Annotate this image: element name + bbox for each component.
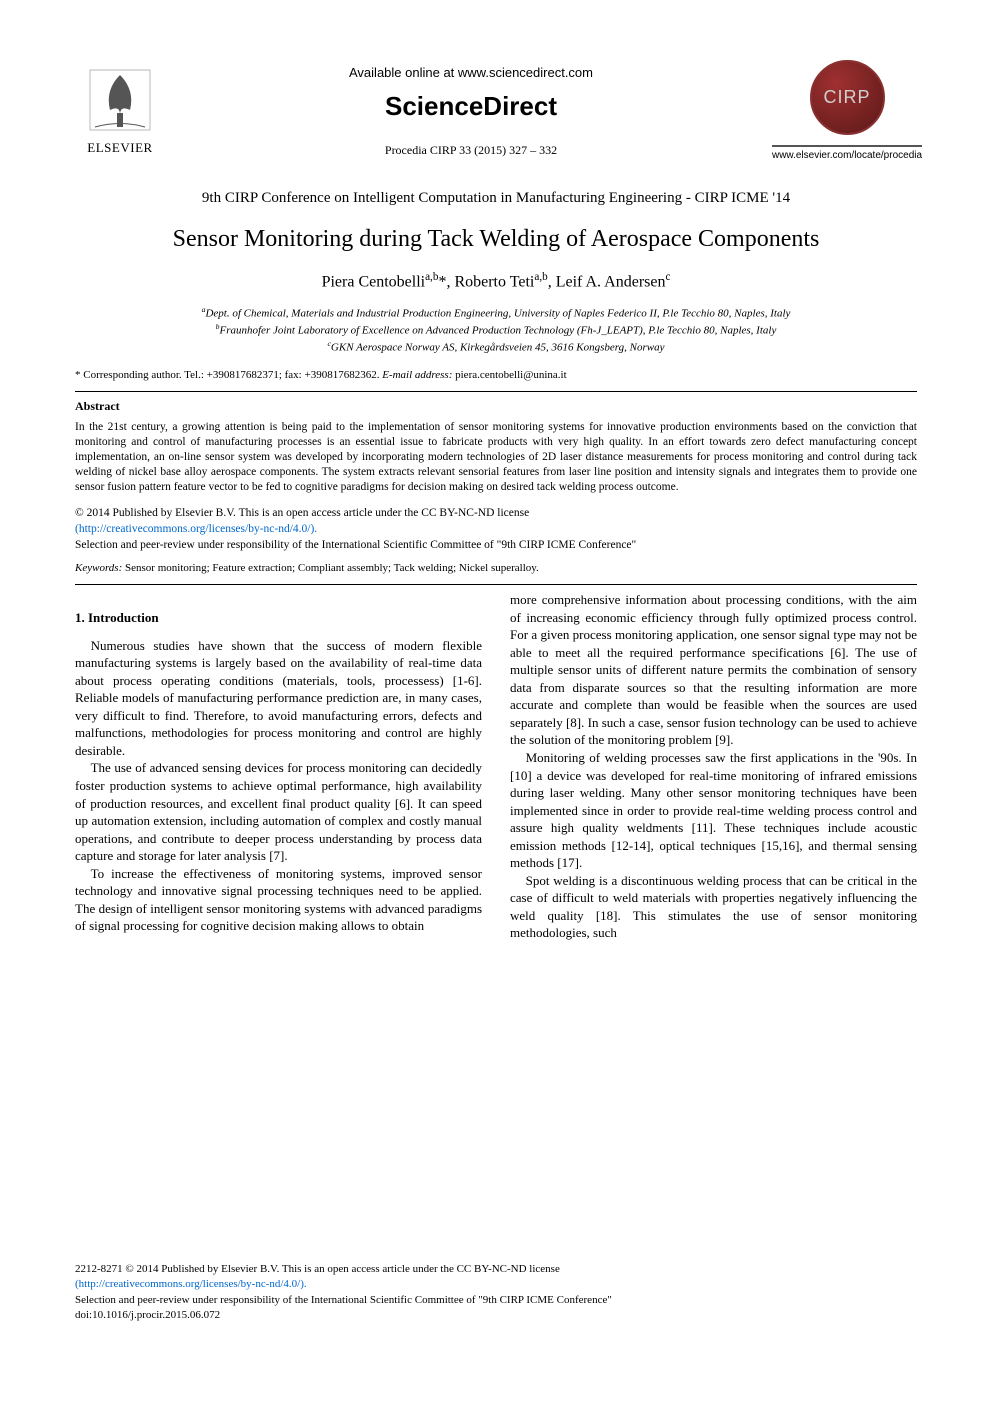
license-link[interactable]: (http://creativecommons.org/licenses/by-… [75, 523, 317, 535]
elsevier-locate-url: www.elsevier.com/locate/procedia [772, 145, 922, 163]
keywords: Keywords: Sensor monitoring; Feature ext… [75, 561, 917, 576]
abstract-heading: Abstract [75, 398, 917, 414]
procedia-citation: Procedia CIRP 33 (2015) 327 – 332 [165, 142, 777, 158]
elsevier-tree-icon [85, 65, 155, 135]
divider-bottom [75, 584, 917, 585]
intro-para-5: Monitoring of welding processes saw the … [510, 749, 917, 872]
intro-para-2: The use of advanced sensing devices for … [75, 759, 482, 864]
copyright-line1: © 2014 Published by Elsevier B.V. This i… [75, 505, 917, 521]
authors: Piera Centobellia,b*, Roberto Tetia,b, L… [75, 270, 917, 293]
keywords-text: Sensor monitoring; Feature extraction; C… [122, 562, 539, 574]
sciencedirect-logo-text: ScienceDirect [165, 89, 777, 124]
conference-name: 9th CIRP Conference on Intelligent Compu… [75, 188, 917, 208]
intro-para-3: To increase the effectiveness of monitor… [75, 865, 482, 935]
footer-selection: Selection and peer-review under responsi… [75, 1293, 917, 1308]
available-online-text: Available online at www.sciencedirect.co… [165, 64, 777, 82]
left-column: 1. Introduction Numerous studies have sh… [75, 591, 482, 942]
right-column: more comprehensive information about pro… [510, 591, 917, 942]
page-footer: 2212-8271 © 2014 Published by Elsevier B… [75, 1262, 917, 1324]
body-columns: 1. Introduction Numerous studies have sh… [75, 591, 917, 942]
abstract-body: In the 21st century, a growing attention… [75, 420, 917, 495]
keywords-label: Keywords: [75, 562, 122, 574]
affiliation-c: cGKN Aerospace Norway AS, Kirkegårdsveie… [75, 339, 917, 356]
paper-title: Sensor Monitoring during Tack Welding of… [75, 223, 917, 255]
cirp-logo-block: CIRP www.elsevier.com/locate/procedia [777, 60, 917, 163]
cirp-logo-icon: CIRP [810, 60, 885, 135]
elsevier-text: ELSEVIER [87, 139, 152, 157]
center-header: Available online at www.sciencedirect.co… [165, 64, 777, 159]
intro-para-6: Spot welding is a discontinuous welding … [510, 872, 917, 942]
footer-doi: doi:10.1016/j.procir.2015.06.072 [75, 1308, 917, 1323]
affiliations: aDept. of Chemical, Materials and Indust… [75, 305, 917, 356]
corresponding-author: * Corresponding author. Tel.: +390817682… [75, 368, 917, 383]
intro-para-4: more comprehensive information about pro… [510, 591, 917, 749]
page-header: ELSEVIER Available online at www.science… [75, 60, 917, 163]
copyright-line2: Selection and peer-review under responsi… [75, 537, 917, 553]
copyright-block: © 2014 Published by Elsevier B.V. This i… [75, 505, 917, 553]
divider-top [75, 391, 917, 392]
affiliation-b: bFraunhofer Joint Laboratory of Excellen… [75, 322, 917, 339]
section-1-heading: 1. Introduction [75, 609, 482, 627]
intro-para-1: Numerous studies have shown that the suc… [75, 637, 482, 760]
elsevier-logo: ELSEVIER [75, 65, 165, 157]
footer-license-link[interactable]: (http://creativecommons.org/licenses/by-… [75, 1278, 307, 1290]
footer-issn: 2212-8271 © 2014 Published by Elsevier B… [75, 1262, 917, 1277]
affiliation-a: aDept. of Chemical, Materials and Indust… [75, 305, 917, 322]
